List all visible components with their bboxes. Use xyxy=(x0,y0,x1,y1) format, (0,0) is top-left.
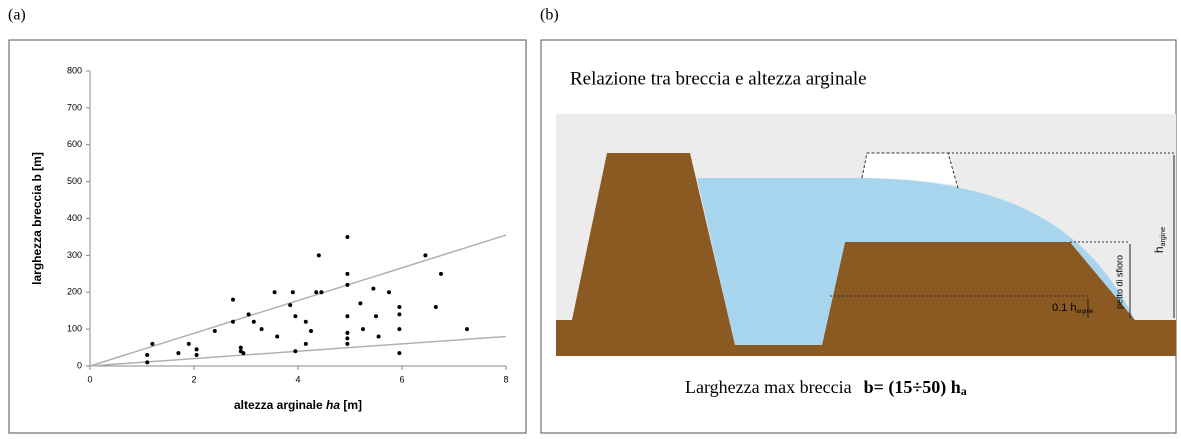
h-sub: argine xyxy=(1160,227,1167,247)
point xyxy=(376,334,381,339)
point xyxy=(309,328,313,333)
point xyxy=(186,341,191,346)
y-tick-label: 400 xyxy=(67,213,82,223)
point xyxy=(319,290,324,295)
trend-line xyxy=(89,234,507,367)
ground xyxy=(556,153,1176,356)
point xyxy=(275,334,280,339)
panel-label: (a) xyxy=(8,7,26,24)
point xyxy=(433,305,438,309)
point xyxy=(361,327,365,332)
point xyxy=(145,360,150,365)
point xyxy=(238,345,243,350)
point xyxy=(259,327,264,332)
point xyxy=(345,341,350,346)
y-tick-label: 0 xyxy=(77,360,82,370)
y-tick-label: 200 xyxy=(67,287,82,297)
y-tick-label: 300 xyxy=(67,250,82,260)
point xyxy=(465,327,469,332)
point xyxy=(387,290,391,295)
water xyxy=(697,178,1135,345)
point xyxy=(241,351,246,356)
point xyxy=(397,327,402,332)
caption: Larghezza max breccia b= (15÷50) ha xyxy=(685,377,967,398)
point xyxy=(423,253,428,258)
formula-sub: a xyxy=(961,384,967,398)
point xyxy=(303,341,308,346)
point xyxy=(293,349,298,354)
point xyxy=(293,314,298,319)
point xyxy=(371,286,376,291)
panel-frame xyxy=(8,39,527,434)
point xyxy=(288,303,293,308)
x-tick-label: 2 xyxy=(191,374,196,384)
point xyxy=(194,352,199,357)
x-axis-label: altezza arginale ha [m] xyxy=(234,398,362,412)
removed-crest xyxy=(862,153,958,185)
x-label-part: [m] xyxy=(340,398,362,412)
x-label-part: altezza arginale xyxy=(234,398,326,412)
point xyxy=(439,271,443,276)
point xyxy=(345,336,350,341)
point xyxy=(314,290,319,295)
point xyxy=(397,312,402,317)
point xyxy=(290,290,295,295)
point xyxy=(316,253,321,258)
point xyxy=(251,319,256,324)
point xyxy=(374,314,378,319)
y-tick-label: 500 xyxy=(67,176,82,186)
original-crest xyxy=(861,152,959,189)
point xyxy=(345,330,350,335)
point xyxy=(303,319,308,324)
point xyxy=(194,347,199,352)
y-tick-label: 800 xyxy=(67,65,82,75)
point xyxy=(231,319,235,324)
point xyxy=(397,305,402,309)
h-label: hargine xyxy=(1152,227,1167,253)
tenth: 0.1 h xyxy=(1052,302,1076,314)
tenth-sub: argine xyxy=(1076,309,1093,315)
point xyxy=(212,328,217,333)
h: h xyxy=(1152,246,1166,253)
point xyxy=(358,301,363,306)
scatter-chart: 0 100 200 300 400 500 600 700 800 0 2 4 6 8 larghezza … xyxy=(30,65,508,412)
point xyxy=(397,351,402,356)
caption-text: Larghezza max breccia xyxy=(685,377,852,397)
y-tick-label: 600 xyxy=(67,139,82,149)
x-tick-label: 0 xyxy=(87,374,92,384)
y-tick-label: 700 xyxy=(67,102,82,112)
y-axis-label: larghezza breccia b [m] xyxy=(30,152,44,285)
x-tick-label: 8 xyxy=(503,374,508,384)
arrows xyxy=(1087,155,1175,318)
point xyxy=(345,282,350,287)
point xyxy=(246,312,251,317)
panel-label: (b) xyxy=(540,7,559,24)
point xyxy=(150,341,155,346)
x-label-part: ha xyxy=(326,398,340,412)
point xyxy=(176,351,181,356)
tenth-label: 0.1 hargine xyxy=(1052,302,1094,315)
trend-line xyxy=(89,335,507,367)
diagram-title: Relazione tra breccia e altezza arginale xyxy=(570,68,867,89)
x-tick-label: 6 xyxy=(399,374,404,384)
dims xyxy=(830,152,1176,297)
point xyxy=(231,297,235,302)
y-tick-label: 100 xyxy=(67,324,82,334)
formula: b= (15÷50) h xyxy=(864,377,961,398)
point xyxy=(345,271,350,276)
petto-label: petto di sfioro xyxy=(1114,255,1124,309)
point xyxy=(345,234,350,239)
x-tick-label: 4 xyxy=(295,374,300,384)
point xyxy=(272,290,277,295)
point xyxy=(145,352,150,357)
point xyxy=(345,314,350,319)
